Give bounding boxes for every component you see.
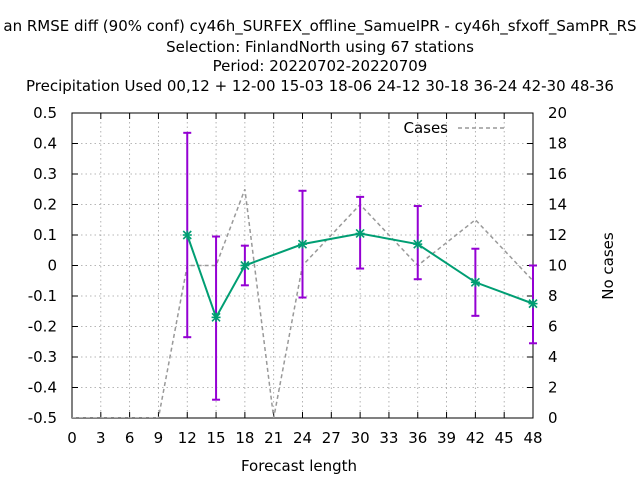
- x-axis-label: Forecast length: [241, 457, 357, 475]
- y2-tick-label: 20: [548, 104, 567, 122]
- y2-axis-ticks: 0 2 4 6 8 10 12 14 16 18 20: [548, 104, 567, 427]
- x-tick-label: 12: [178, 429, 197, 447]
- chart-title: an RMSE diff (90% conf) cy46h_SURFEX_off…: [3, 17, 636, 95]
- title-line-2: Selection: FinlandNorth using 67 station…: [166, 38, 474, 56]
- y2-tick-label: 4: [548, 348, 558, 366]
- y2-tick-label: 12: [548, 226, 567, 244]
- data-point: [528, 299, 538, 309]
- y2-tick-label: 16: [548, 165, 567, 183]
- title-line-3: Period: 20220702-20220709: [213, 57, 428, 75]
- y2-tick-label: 14: [548, 196, 567, 214]
- x-tick-label: 39: [437, 429, 456, 447]
- y2-tick-label: 8: [548, 287, 558, 305]
- x-tick-label: 36: [408, 429, 427, 447]
- x-tick-label: 48: [523, 429, 542, 447]
- x-tick-label: 15: [207, 429, 226, 447]
- data-point: [355, 228, 365, 239]
- plot-area: [72, 131, 538, 418]
- title-line-1: an RMSE diff (90% conf) cy46h_SURFEX_off…: [3, 17, 636, 36]
- y2-tick-label: 2: [548, 379, 558, 397]
- y-tick-label: -0.2: [28, 318, 57, 336]
- x-axis-ticks: 0 3 6 9 12 15 18 21 24 27 30 33 36 39 42 45 48: [67, 429, 542, 447]
- data-point: [182, 230, 192, 240]
- y-tick-label: -0.1: [28, 287, 57, 305]
- y-tick-label: -0.5: [28, 409, 57, 427]
- x-tick-label: 30: [351, 429, 370, 447]
- y-tick-label: 0.5: [33, 104, 57, 122]
- x-tick-label: 24: [293, 429, 312, 447]
- x-tick-label: 0: [67, 429, 77, 447]
- y-tick-label: 0.4: [33, 135, 57, 153]
- x-tick-label: 33: [379, 429, 398, 447]
- legend: Cases: [403, 119, 506, 137]
- x-tick-label: 9: [154, 429, 164, 447]
- title-line-4: Precipitation Used 00,12 + 12-00 15-03 1…: [26, 77, 614, 95]
- y-tick-label: 0: [47, 257, 57, 275]
- legend-label-cases: Cases: [403, 119, 448, 137]
- y-tick-label: 0.1: [33, 226, 57, 244]
- y2-tick-label: 18: [548, 135, 567, 153]
- x-tick-label: 18: [235, 429, 254, 447]
- data-point: [297, 239, 308, 249]
- data-point: [470, 277, 480, 287]
- y2-tick-label: 6: [548, 318, 558, 336]
- y2-tick-label: 0: [548, 409, 558, 427]
- data-point: [211, 312, 221, 322]
- y-axis-ticks: -0.5 -0.4 -0.3 -0.2 -0.1 0 0.1 0.2 0.3 0.4 0.5: [28, 104, 57, 427]
- x-tick-label: 21: [264, 429, 283, 447]
- rmse-diff-line: [186, 232, 534, 320]
- x-tick-label: 3: [96, 429, 106, 447]
- x-tick-label: 27: [322, 429, 341, 447]
- x-tick-label: 42: [466, 429, 485, 447]
- y-tick-label: 0.2: [33, 196, 57, 214]
- x-tick-label: 6: [125, 429, 135, 447]
- y-tick-label: 0.3: [33, 165, 57, 183]
- y-tick-label: -0.3: [28, 348, 57, 366]
- y2-tick-label: 10: [548, 257, 567, 275]
- data-point: [413, 239, 423, 249]
- y-tick-label: -0.4: [28, 379, 57, 397]
- y2-axis-label: No cases: [599, 232, 617, 300]
- x-tick-label: 45: [495, 429, 514, 447]
- data-point: [240, 260, 250, 271]
